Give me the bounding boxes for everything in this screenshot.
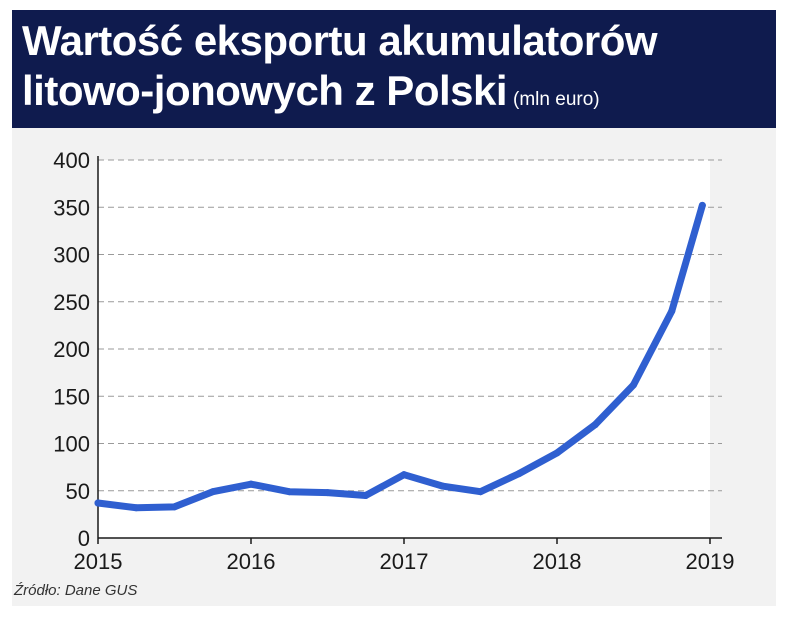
data-point-10	[477, 488, 484, 496]
data-point-9	[438, 482, 446, 490]
chart-header: Wartość eksportu akumulatorów litowo-jon…	[12, 10, 776, 128]
y-tick-label-400: 400	[53, 148, 90, 173]
data-point-13	[591, 421, 599, 429]
x-tick-label-2017: 2017	[380, 549, 429, 574]
chart-unit: (mln euro)	[513, 89, 600, 110]
x-tick-label-2019: 2019	[686, 549, 735, 574]
data-point-4	[247, 480, 255, 488]
chart-title-line1: Wartość eksportu akumulatorów	[22, 17, 658, 64]
data-point-2	[171, 503, 178, 511]
data-point-0	[94, 499, 102, 507]
y-tick-label-300: 300	[53, 243, 90, 268]
y-tick-label-350: 350	[53, 195, 90, 220]
chart-title: Wartość eksportu akumulatorów litowo-jon…	[22, 16, 658, 125]
y-tick-label-250: 250	[53, 290, 90, 315]
y-tick-label-0: 0	[78, 526, 90, 551]
y-tick-label-200: 200	[53, 337, 90, 362]
data-point-8	[400, 471, 408, 479]
data-point-5	[285, 488, 293, 496]
line-chart: 0 50 100 150 200 250 300 350 400 2015 2016 2017 2018…	[53, 148, 735, 574]
data-point-11	[515, 470, 523, 478]
source-note: Źródło: Dane GUS	[14, 582, 138, 599]
data-point-1	[132, 504, 140, 512]
data-point-15	[668, 307, 676, 315]
data-point-7	[362, 491, 370, 499]
chart-panel: 0 50 100 150 200 250 300 350 400 2015 2016 2017 2018…	[12, 128, 776, 606]
data-point-12	[553, 449, 561, 457]
x-tick-label-2018: 2018	[533, 549, 582, 574]
y-tick-label-100: 100	[53, 432, 90, 457]
x-tick-label-2015: 2015	[74, 549, 123, 574]
chart-title-line2: litowo-jonowych z Polski (mln euro)	[22, 66, 657, 125]
data-point-16	[698, 201, 706, 209]
data-point-14	[630, 381, 637, 389]
x-tick-label-2016: 2016	[227, 549, 276, 574]
y-tick-label-50: 50	[66, 479, 90, 504]
chart-title-line2-text: litowo-jonowych z Polski	[22, 67, 508, 114]
data-point-3	[209, 488, 217, 496]
y-tick-label-150: 150	[53, 384, 90, 409]
data-point-6	[324, 489, 331, 497]
